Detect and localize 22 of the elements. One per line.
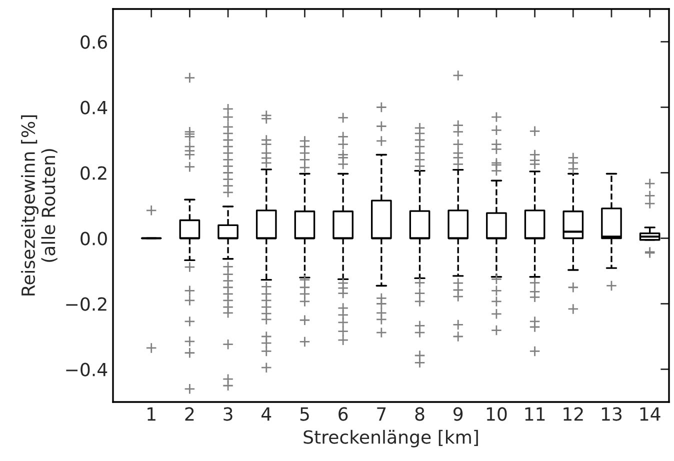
x-axis-title: Streckenlänge [km]: [304, 430, 478, 448]
x-tick-label: 13: [602, 407, 622, 421]
y-tick-label: 0.0: [80, 232, 107, 246]
y-axis-title: Reisezeitgewinn [%] (alle Routen): [21, 115, 58, 296]
x-tick-label: 14: [640, 407, 660, 421]
x-tick-label: 10: [486, 407, 507, 421]
x-tick-label: 11: [525, 407, 545, 421]
y-tick-label: −0.2: [66, 297, 106, 311]
x-tick-label: 1: [148, 407, 156, 421]
x-tick-label: 8: [415, 407, 424, 421]
x-tick-label: 12: [564, 407, 583, 421]
x-tick-label: 4: [262, 407, 272, 421]
y-tick-label: 0.2: [80, 166, 106, 180]
x-tick-label: 3: [224, 407, 232, 421]
x-tick-label: 9: [453, 407, 463, 421]
x-tick-label: 7: [377, 407, 386, 421]
y-tick-label: 0.4: [80, 100, 108, 114]
y-tick-label: 0.6: [80, 35, 108, 49]
y-tick-label: −0.4: [66, 362, 108, 376]
x-tick-label: 2: [185, 407, 194, 421]
x-tick-label: 6: [338, 407, 348, 421]
x-tick-label: 5: [300, 407, 309, 421]
